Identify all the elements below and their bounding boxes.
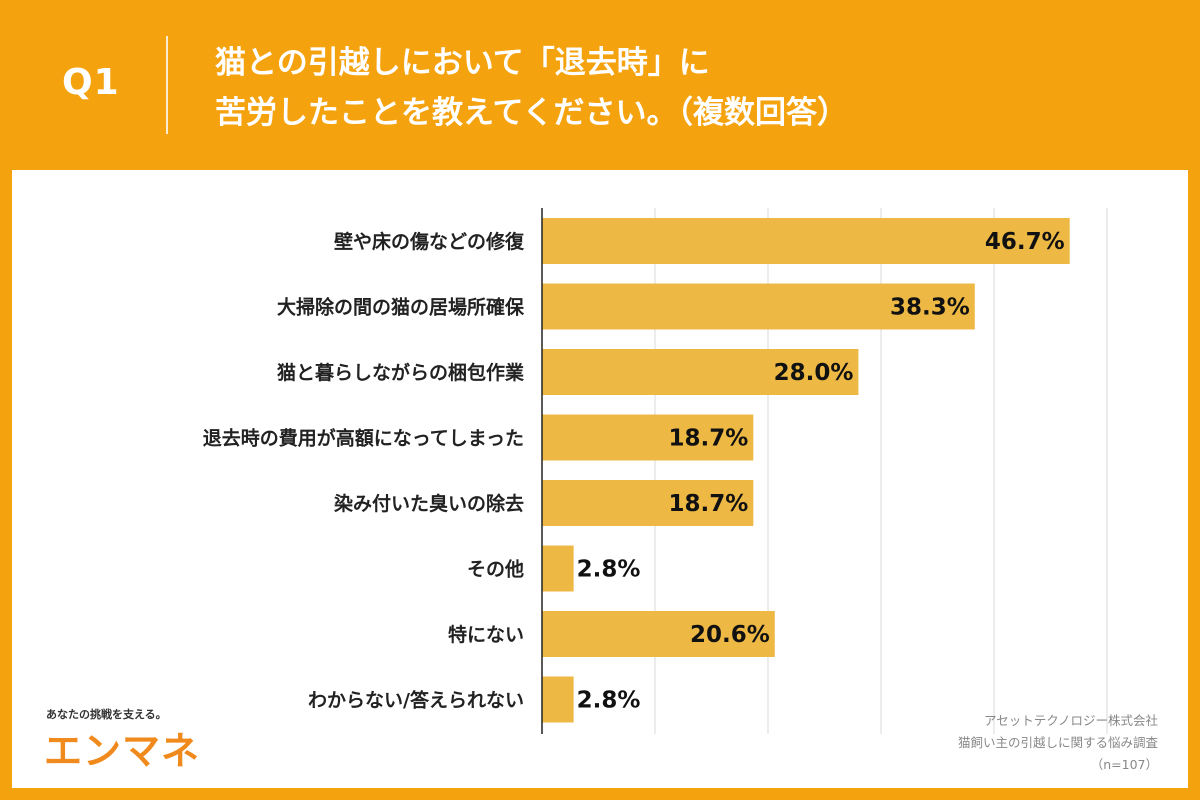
category-label: わからない/答えられない	[308, 689, 524, 712]
question-title-line1: 猫との引越しにおいて「退去時」に	[215, 38, 848, 88]
category-label: 特にない	[448, 624, 524, 646]
value-label: 2.8%	[577, 557, 641, 583]
category-label: その他	[467, 558, 524, 581]
value-label: 18.7%	[669, 426, 749, 452]
header-divider	[166, 36, 168, 134]
question-number: Q1	[62, 62, 120, 103]
chart-panel: 壁や床の傷などの修復 46.7% 大掃除の間の猫の居場所確保 38.3% 猫と暮らしなが…	[12, 170, 1188, 788]
question-title: 猫との引越しにおいて「退去時」に 苦労したことを教えてください。（複数回答）	[215, 38, 848, 138]
bar	[542, 546, 574, 592]
category-label: 壁や床の傷などの修復	[334, 230, 525, 253]
question-title-line2: 苦労したことを教えてください。（複数回答）	[215, 88, 848, 138]
category-label: 染み付いた臭いの除去	[334, 492, 524, 515]
value-label: 20.6%	[690, 622, 770, 648]
credit-sample: （n=107）	[958, 754, 1158, 776]
survey-credit: アセットテクノロジー株式会社 猫飼い主の引越しに関する悩み調査 （n=107）	[958, 710, 1158, 776]
bar-chart: 壁や床の傷などの修復 46.7% 大掃除の間の猫の居場所確保 38.3% 猫と暮らしなが…	[12, 170, 1188, 788]
category-label: 退去時の費用が高額になってしまった	[203, 427, 524, 450]
value-label: 38.3%	[890, 295, 970, 321]
credit-survey: 猫飼い主の引越しに関する悩み調査	[958, 732, 1158, 754]
value-label: 2.8%	[577, 688, 641, 714]
question-header: Q1 猫との引越しにおいて「退去時」に 苦労したことを教えてください。（複数回答…	[0, 0, 1200, 170]
value-label: 46.7%	[985, 229, 1065, 255]
brand-logo: エンマネ	[44, 720, 200, 775]
credit-company: アセットテクノロジー株式会社	[958, 710, 1158, 732]
category-label: 猫と暮らしながらの梱包作業	[277, 361, 525, 384]
category-label: 大掃除の間の猫の居場所確保	[277, 296, 525, 319]
value-label: 28.0%	[774, 360, 854, 386]
value-label: 18.7%	[669, 491, 749, 517]
bar	[542, 677, 574, 723]
